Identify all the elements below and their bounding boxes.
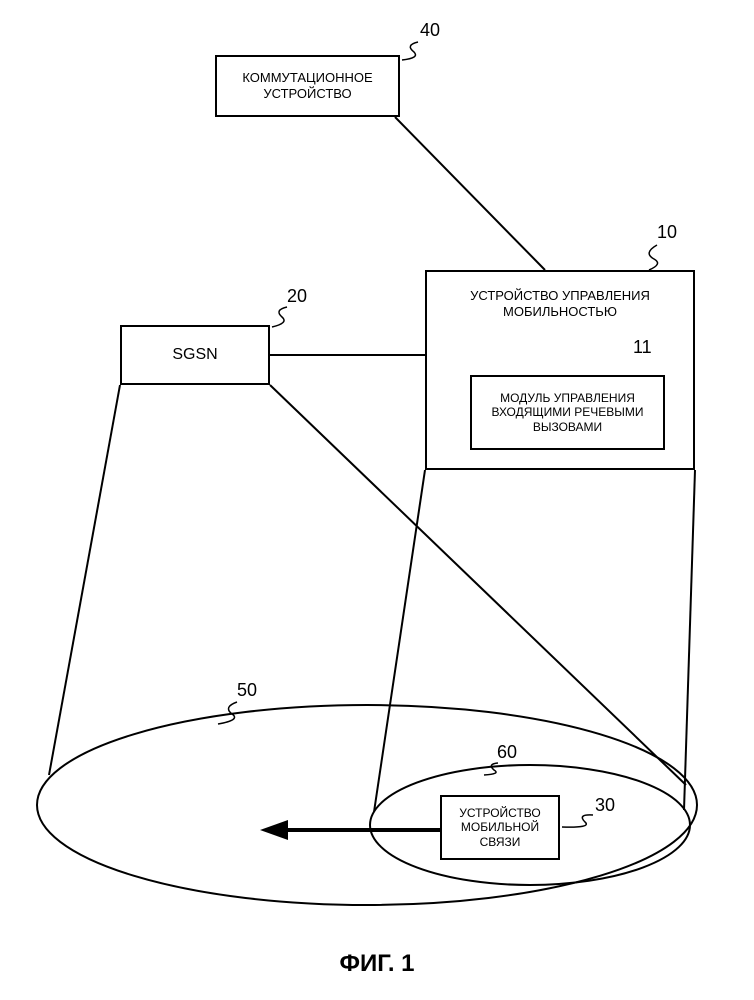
mobile-device-label: УСТРОЙСТВОМОБИЛЬНОЙСВЯЗИ [455,802,544,853]
id-label-50: 50 [237,680,257,701]
sgsn-box: SGSN [120,325,270,385]
mobile-device-box: УСТРОЙСТВОМОБИЛЬНОЙСВЯЗИ [440,795,560,860]
edge-switch-to-mobility [395,117,545,270]
diagram-canvas: КОММУТАЦИОННОЕУСТРОЙСТВО SGSN УСТРОЙСТВО… [0,0,754,1000]
squiggle-20 [272,307,287,327]
diagram-svg [0,0,754,1000]
squiggle-60 [484,763,498,775]
mobility-mgmt-label: УСТРОЙСТВО УПРАВЛЕНИЯМОБИЛЬНОСТЬЮ [435,284,685,323]
edge-mobility-to-small-left [374,470,425,812]
edge-sgsn-to-large-left [49,385,120,775]
id-label-11: 11 [633,337,652,358]
id-label-30: 30 [595,795,615,816]
sgsn-label: SGSN [168,341,221,368]
squiggle-40 [402,42,418,60]
id-label-20: 20 [287,286,307,307]
figure-label: ФИГ. 1 [0,950,754,978]
id-label-40: 40 [420,20,440,41]
switching-device-box: КОММУТАЦИОННОЕУСТРОЙСТВО [215,55,400,117]
edge-mobility-to-small-right [684,470,695,810]
id-label-10: 10 [657,222,677,243]
incoming-module-label: МОДУЛЬ УПРАВЛЕНИЯВХОДЯЩИМИ РЕЧЕВЫМИВЫЗОВ… [487,387,647,438]
squiggle-30 [562,815,593,827]
switching-device-label: КОММУТАЦИОННОЕУСТРОЙСТВО [238,66,376,105]
squiggle-10 [649,245,658,270]
movement-arrow-head [260,820,288,840]
id-label-60: 60 [497,742,517,763]
incoming-module-box: МОДУЛЬ УПРАВЛЕНИЯВХОДЯЩИМИ РЕЧЕВЫМИВЫЗОВ… [470,375,665,450]
